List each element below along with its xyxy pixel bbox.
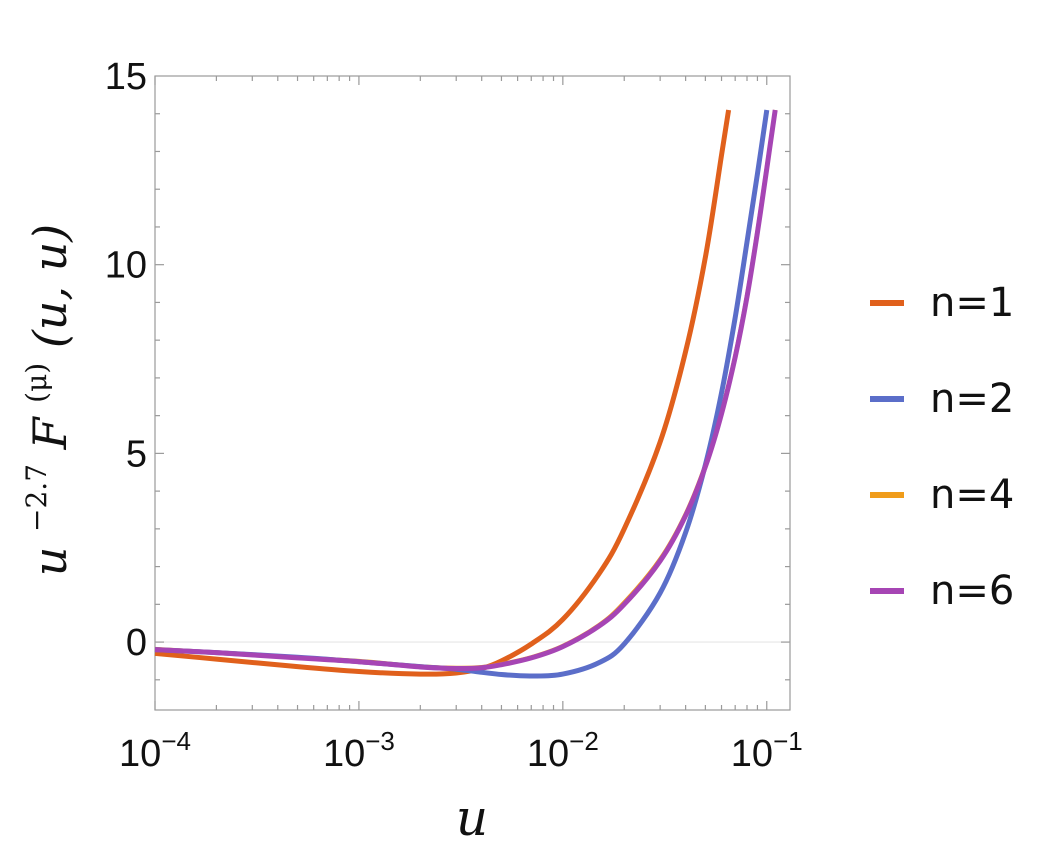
y-tick-label: 5 [126, 433, 147, 475]
series-line-n4 [154, 109, 778, 670]
y-axis-title-arguments: (u, u) [23, 224, 77, 348]
plot-frame [154, 75, 791, 711]
legend-item-n6: n=6 [870, 543, 1014, 639]
legend-label: n=6 [930, 568, 1015, 614]
legend-item-n1: n=1 [870, 255, 1014, 351]
y-axis-title-function: F [23, 415, 77, 450]
x-axis-title: u [456, 789, 488, 847]
series-line-n1 [154, 109, 732, 677]
legend-swatch [870, 588, 904, 594]
x-tick-label: 10−2 [527, 726, 599, 775]
legend-label: n=4 [930, 472, 1015, 518]
y-axis-title-base: u [23, 547, 77, 577]
y-tick-label: 0 [126, 622, 147, 664]
legend-label: n=2 [930, 376, 1015, 422]
series-lines [154, 109, 778, 679]
x-axis-ticks: 10−4 10−3 10−2 10−1 [119, 76, 803, 775]
legend-swatch [870, 396, 904, 402]
x-tick-label: 10−4 [119, 726, 191, 775]
y-axis-ticks: 0 5 10 15 [105, 56, 790, 681]
y-tick-label: 10 [105, 245, 147, 287]
legend-label: n=1 [930, 280, 1015, 326]
legend-item-n2: n=2 [870, 351, 1014, 447]
y-axis-title: u −2.7 F (μ) (u, u) [3, 224, 77, 577]
plot-border [154, 75, 791, 711]
legend-swatch [870, 492, 904, 498]
x-tick-label: 10−3 [323, 726, 395, 775]
y-axis-title-exponent: −2.7 [20, 464, 53, 532]
y-axis-title-superscript: (μ) [20, 363, 53, 403]
x-tick-label: 10−1 [731, 726, 803, 775]
series-line-n6 [154, 109, 778, 672]
y-tick-label: 15 [105, 56, 147, 98]
chart-legend: n=1 n=2 n=4 n=6 [870, 255, 1014, 639]
legend-item-n4: n=4 [870, 447, 1014, 543]
legend-swatch [870, 300, 904, 306]
